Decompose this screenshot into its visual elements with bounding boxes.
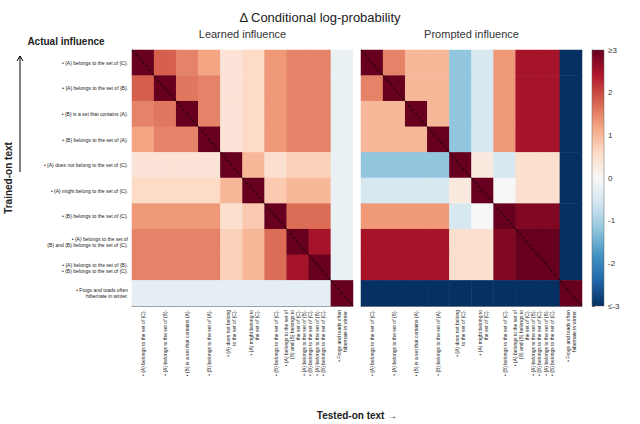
svg-text:the set of {C}.: the set of {C}.	[483, 310, 489, 343]
svg-text:• Frogs and toads often: • Frogs and toads often	[336, 310, 342, 362]
svg-text:• {B} belongs to the set of {C: • {B} belongs to the set of {C}.	[536, 310, 542, 376]
svg-text:• {A} belongs to the set of: • {A} belongs to the set of	[511, 310, 518, 367]
svg-text:• {A} belongs to the set of {B: • {A} belongs to the set of {B}.	[300, 310, 307, 376]
svg-text:• {B} belongs to the set of {A: • {B} belongs to the set of {A}.	[435, 310, 441, 376]
svg-text:the set of {C}.: the set of {C}.	[294, 310, 301, 344]
svg-text:{B} and {B} belongs to the set: {B} and {B} belongs to the set of {C}.	[45, 242, 128, 248]
svg-text:• {A} might belong to the set: • {A} might belong to the set of {C}.	[51, 188, 128, 194]
svg-text:Prompted influence: Prompted influence	[424, 28, 519, 40]
svg-text:≥3: ≥3	[608, 46, 617, 55]
svg-text:• {A} belongs to the set of {B: • {A} belongs to the set of {B}.	[62, 85, 128, 91]
svg-text:• Frogs and toads often: • Frogs and toads often	[76, 287, 128, 294]
svg-text:• {B} belongs to the set of {A: • {B} belongs to the set of {A}.	[206, 310, 212, 376]
svg-text:-1: -1	[608, 216, 616, 225]
svg-text:• {A} belongs to the set of: • {A} belongs to the set of	[282, 310, 289, 367]
svg-text:≤-3: ≤-3	[608, 302, 620, 311]
svg-text:0: 0	[608, 174, 613, 183]
svg-text:{B} and {B} belongs to: {B} and {B} belongs to	[288, 310, 295, 362]
svg-text:• {A} might belong to: • {A} might belong to	[247, 310, 254, 356]
svg-text:Δ Conditional log-probability: Δ Conditional log-probability	[239, 10, 401, 25]
svg-text:hibernate in winter.: hibernate in winter.	[342, 310, 348, 355]
svg-text:• {A} belongs to the set of {B: • {A} belongs to the set of {B}.	[542, 310, 549, 376]
svg-text:2: 2	[608, 88, 613, 97]
svg-text:• {B} belongs to the set of {C: • {B} belongs to the set of {C}.	[62, 213, 128, 219]
svg-text:Actual influence: Actual influence	[27, 36, 105, 47]
svg-text:• {B} is a set that contains {: • {B} is a set that contains {A}.	[184, 310, 190, 376]
svg-text:• {A} belongs to the set of {B: • {A} belongs to the set of {B}.	[529, 310, 536, 376]
svg-text:hibernate in winter.: hibernate in winter.	[83, 293, 128, 299]
svg-text:Tested-on text →: Tested-on text →	[317, 410, 397, 421]
svg-text:• {A} belongs to the set of {B: • {A} belongs to the set of {B}.	[391, 310, 397, 376]
svg-text:Trained-on text: Trained-on text	[3, 141, 14, 213]
svg-text:Learned influence: Learned influence	[199, 28, 286, 40]
svg-text:• {A} might belong to: • {A} might belong to	[476, 310, 483, 356]
svg-text:• {A} does not belong: • {A} does not belong	[225, 310, 232, 357]
svg-text:• {B} belongs to the set of {C: • {B} belongs to the set of {C}.	[502, 310, 508, 376]
svg-text:• {A} belongs to the set of: • {A} belongs to the set of	[71, 236, 128, 242]
svg-text:• {B} belongs to the set of {C: • {B} belongs to the set of {C}.	[59, 268, 128, 274]
svg-text:• {A} belongs to the set of {C: • {A} belongs to the set of {C}.	[62, 60, 128, 66]
svg-text:• {A} does not belong: • {A} does not belong	[454, 310, 461, 357]
svg-text:{B} and {B} belongs to: {B} and {B} belongs to	[517, 310, 524, 362]
svg-text:• Frogs and toads often: • Frogs and toads often	[565, 310, 571, 362]
svg-text:the set of {C}.: the set of {C}.	[254, 310, 260, 343]
svg-text:• {A} belongs to the set of {B: • {A} belongs to the set of {B}.	[313, 310, 320, 376]
svg-text:• {B} belongs to the set of {C: • {B} belongs to the set of {C}.	[549, 310, 555, 379]
svg-text:1: 1	[608, 131, 613, 140]
svg-text:to the set of {C}.: to the set of {C}.	[460, 310, 466, 349]
svg-text:-2: -2	[608, 259, 616, 268]
svg-text:to the set of {C}.: to the set of {C}.	[231, 310, 237, 349]
svg-text:• {A} does not belong to the s: • {A} does not belong to the set of {C}.	[44, 162, 128, 168]
svg-text:• {B} belongs to the set of {C: • {B} belongs to the set of {C}.	[320, 310, 326, 379]
svg-text:• {B} belongs to the set of {C: • {B} belongs to the set of {C}.	[307, 310, 313, 376]
svg-text:• {A} belongs to the set of {B: • {A} belongs to the set of {B}.	[162, 310, 168, 376]
svg-text:hibernate in winter.: hibernate in winter.	[571, 310, 577, 355]
svg-text:• {B} belongs to the set of {C: • {B} belongs to the set of {C}.	[273, 310, 279, 376]
svg-text:the set of {C}.: the set of {C}.	[523, 310, 530, 344]
svg-text:• {B} is a set that contains {: • {B} is a set that contains {A}.	[62, 111, 128, 117]
svg-text:• {A} belongs to the set of {C: • {A} belongs to the set of {C}.	[369, 310, 375, 376]
svg-text:• {B} belongs to the set of {A: • {B} belongs to the set of {A}.	[62, 137, 128, 143]
svg-text:• {A} belongs to the set of {C: • {A} belongs to the set of {C}.	[140, 310, 146, 376]
svg-text:• {B} is a set that contains {: • {B} is a set that contains {A}.	[413, 310, 419, 376]
svg-text:• {A} belongs to the set of {B: • {A} belongs to the set of {B}.	[62, 261, 128, 268]
